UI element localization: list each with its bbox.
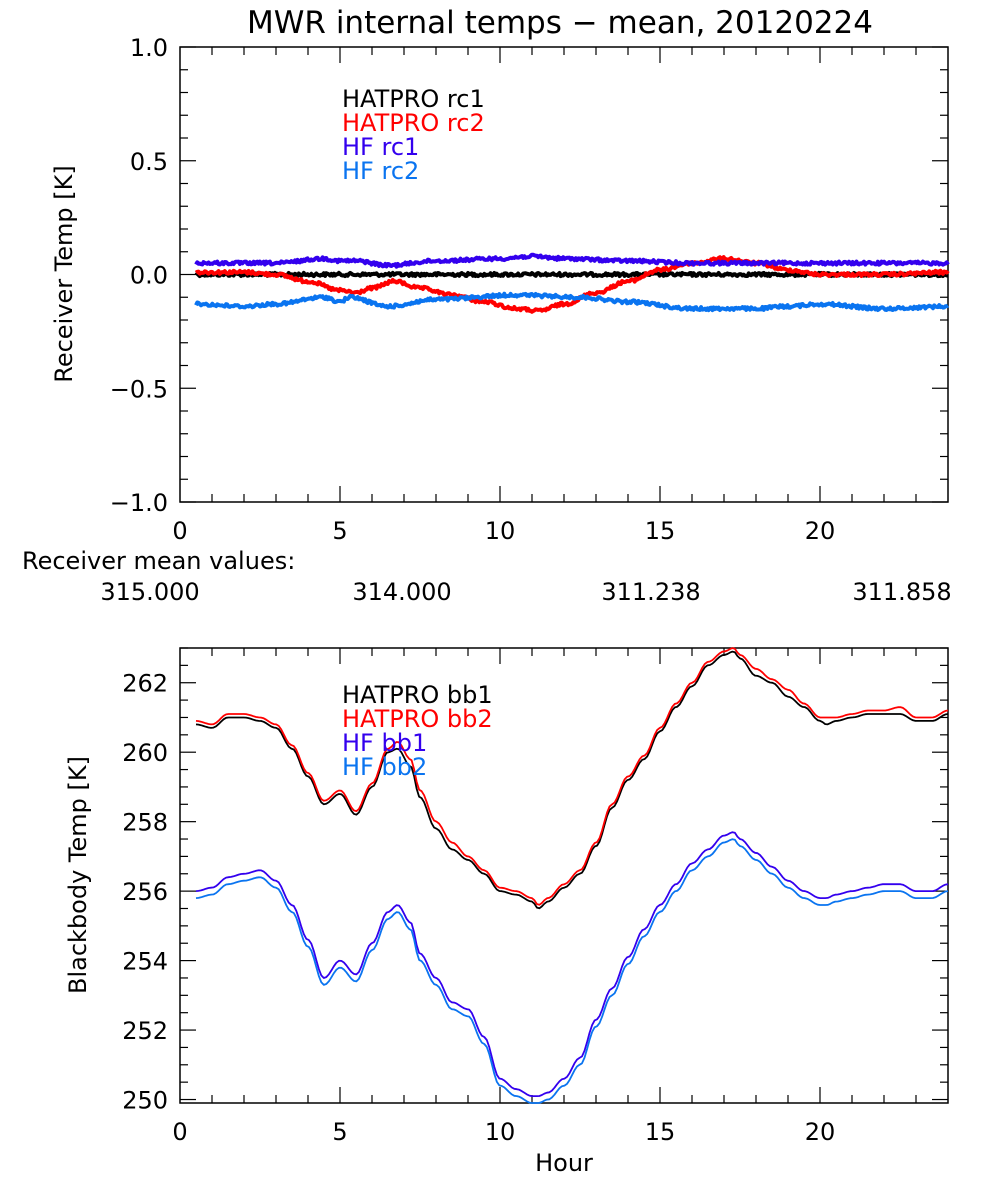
axis-ticks	[180, 46, 948, 503]
legend-entry-hatpro-bb1: HATPRO bb1	[342, 681, 493, 709]
series-lines	[195, 647, 949, 1104]
y-axis-label: Receiver Temp [K]	[50, 165, 78, 383]
y-tick-label: 256	[122, 878, 168, 906]
legend-entry-hf-rc1: HF rc1	[342, 133, 419, 161]
x-tick-label: 15	[645, 1118, 676, 1146]
series-line-hatpro-rc2	[194, 255, 950, 314]
series-line-hatpro-bb1	[195, 650, 949, 910]
plot-frame	[179, 647, 949, 1104]
series-line-hf-bb1	[195, 831, 949, 1097]
x-tick-label: 15	[645, 517, 676, 545]
y-axis-label: Blackbody Temp [K]	[64, 756, 92, 994]
x-tick-label: 5	[332, 1118, 347, 1146]
y-tick-label: −1.0	[110, 489, 168, 517]
mean-value-hatpro-rc2: 314.000	[352, 578, 451, 606]
mean-value-hf-rc1: 311.238	[601, 578, 700, 606]
x-tick-label: 10	[485, 517, 516, 545]
y-tick-label: 0.5	[130, 148, 168, 176]
y-tick-label: 262	[122, 670, 168, 698]
x-axis-label: Hour	[535, 1149, 593, 1177]
legend-entry-hatpro-bb2: HATPRO bb2	[342, 705, 493, 733]
axis-ticks	[180, 647, 948, 1103]
legend-entry-hf-rc2: HF rc2	[342, 157, 419, 185]
x-tick-label: 0	[172, 517, 187, 545]
y-tick-label: −0.5	[110, 375, 168, 403]
x-tick-label: 10	[485, 1118, 516, 1146]
y-tick-labels: −1.0 −0.5 0.0 0.5 1.0	[110, 34, 168, 517]
y-tick-label: 0.0	[130, 262, 168, 290]
series-line-hf-bb2	[195, 838, 949, 1104]
legend-entry-hatpro-rc2: HATPRO rc2	[342, 109, 485, 137]
legend-entry-hatpro-rc1: HATPRO rc1	[342, 85, 485, 113]
x-tick-label: 20	[805, 1118, 836, 1146]
series-line-hf-rc2	[194, 291, 950, 313]
mean-values-label: Receiver mean values:	[22, 547, 295, 575]
series-lines	[194, 252, 950, 314]
x-tick-labels: 0 5 10 15 20	[172, 1118, 835, 1146]
mean-value-hatpro-rc1: 315.000	[100, 578, 199, 606]
series-line-hatpro-bb2	[195, 647, 949, 906]
x-tick-label: 20	[805, 517, 836, 545]
x-tick-label: 5	[332, 517, 347, 545]
y-tick-label: 254	[122, 948, 168, 976]
y-tick-label: 250	[122, 1087, 168, 1115]
chart-title: MWR internal temps − mean, 20120224	[247, 5, 873, 41]
x-tick-label: 0	[172, 1118, 187, 1146]
y-tick-label: 252	[122, 1017, 168, 1045]
y-tick-label: 1.0	[130, 34, 168, 62]
y-tick-label: 258	[122, 809, 168, 837]
receiver-temp-panel: −1.0 −0.5 0.0 0.5 1.0 0 5 10 15 20 Receiver Temp…	[50, 34, 950, 545]
blackbody-temp-panel: 250 252 254 256 258 260 262 0 5 10 15 20 Blackbody…	[64, 647, 949, 1177]
x-tick-labels: 0 5 10 15 20	[172, 517, 835, 545]
y-tick-label: 260	[122, 739, 168, 767]
y-tick-labels: 250 252 254 256 258 260 262	[122, 670, 168, 1115]
mean-value-hf-rc2: 311.858	[852, 578, 951, 606]
legend-entry-hf-bb1: HF bb1	[342, 729, 427, 757]
legend-entry-hf-bb2: HF bb2	[342, 753, 427, 781]
series-line-hf-rc1	[194, 252, 950, 269]
